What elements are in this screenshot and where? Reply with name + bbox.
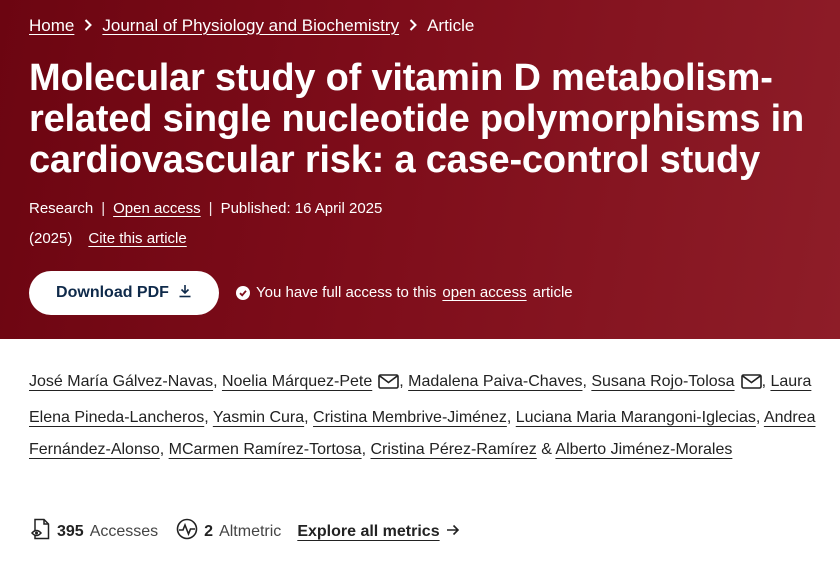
breadcrumb-current: Article	[427, 16, 475, 35]
author-link[interactable]: Susana Rojo-Tolosa	[591, 373, 735, 390]
eye-document-icon	[30, 518, 51, 545]
article-meta: Research | Open access | Published: 16 A…	[29, 199, 382, 219]
article-type: Research	[29, 200, 94, 217]
article-metrics: 395 Accesses 2 Altmetric Explore all met…	[30, 518, 460, 545]
meta-divider: |	[208, 200, 213, 217]
author-link[interactable]: Yasmin Cura	[212, 408, 305, 426]
author-link[interactable]: Cristina Membrive-Jiménez	[313, 408, 507, 426]
breadcrumb-journal[interactable]: Journal of Physiology and Biochemistry	[102, 16, 400, 35]
cite-article-link[interactable]: Cite this article	[88, 230, 187, 247]
access-note-suffix: article	[532, 284, 573, 301]
author-link[interactable]: MCarmen Ramírez-Tortosa	[168, 441, 362, 458]
chevron-right-icon	[84, 15, 93, 37]
author-link[interactable]: Laura Elena Pineda-Lancheros	[29, 373, 812, 426]
accesses-metric: 395 Accesses	[30, 518, 159, 545]
article-year: (2025)	[29, 230, 73, 247]
explore-metrics[interactable]: Explore all metrics	[297, 523, 459, 541]
author-link[interactable]: José María Gálvez-Navas	[29, 373, 214, 390]
altmetric-metric: 2 Altmetric	[176, 518, 281, 545]
arrow-right-icon	[446, 523, 460, 541]
article-title: Molecular study of vitamin D metabolism-…	[29, 57, 804, 181]
breadcrumb: Home Journal of Physiology and Biochemis…	[29, 15, 474, 37]
explore-metrics-link[interactable]: Explore all metrics	[297, 522, 440, 540]
download-pdf-label: Download PDF	[56, 284, 169, 301]
article-citation-row: (2025) Cite this article	[29, 229, 187, 249]
published-date: Published: 16 April 2025	[220, 200, 383, 217]
altmetric-label: Altmetric	[219, 522, 282, 540]
author-list: José María Gálvez-Navas, Noelia Márquez-…	[29, 366, 819, 467]
mail-icon[interactable]	[740, 369, 762, 402]
access-note-prefix: You have full access to this	[256, 284, 437, 301]
access-note-open-access-link[interactable]: open access	[442, 284, 527, 301]
author-link[interactable]: Andrea Fernández-Alonso	[29, 408, 816, 459]
chevron-right-icon	[409, 15, 417, 37]
altmetric-icon	[176, 518, 198, 545]
access-note: You have full access to this open access…	[236, 283, 573, 303]
download-icon	[178, 284, 192, 303]
author-and: &	[541, 441, 552, 458]
breadcrumb-home[interactable]: Home	[29, 16, 75, 35]
accesses-count: 395	[57, 522, 84, 540]
article-header: Home Journal of Physiology and Biochemis…	[0, 0, 840, 339]
open-access-link[interactable]: Open access	[113, 200, 201, 217]
accesses-label: Accesses	[89, 522, 159, 540]
check-circle-icon	[236, 286, 250, 300]
author-link[interactable]: Madalena Paiva-Chaves	[408, 373, 583, 390]
download-pdf-button[interactable]: Download PDF	[29, 271, 219, 315]
author-link[interactable]: Noelia Márquez-Pete	[221, 373, 373, 390]
meta-divider: |	[101, 200, 106, 217]
author-link[interactable]: Cristina Pérez-Ramírez	[370, 441, 537, 458]
altmetric-count: 2	[204, 522, 214, 540]
author-link[interactable]: Alberto Jiménez-Morales	[555, 441, 733, 458]
mail-icon[interactable]	[378, 369, 400, 402]
author-link[interactable]: Luciana Maria Marangoni-Iglecias	[515, 408, 756, 426]
